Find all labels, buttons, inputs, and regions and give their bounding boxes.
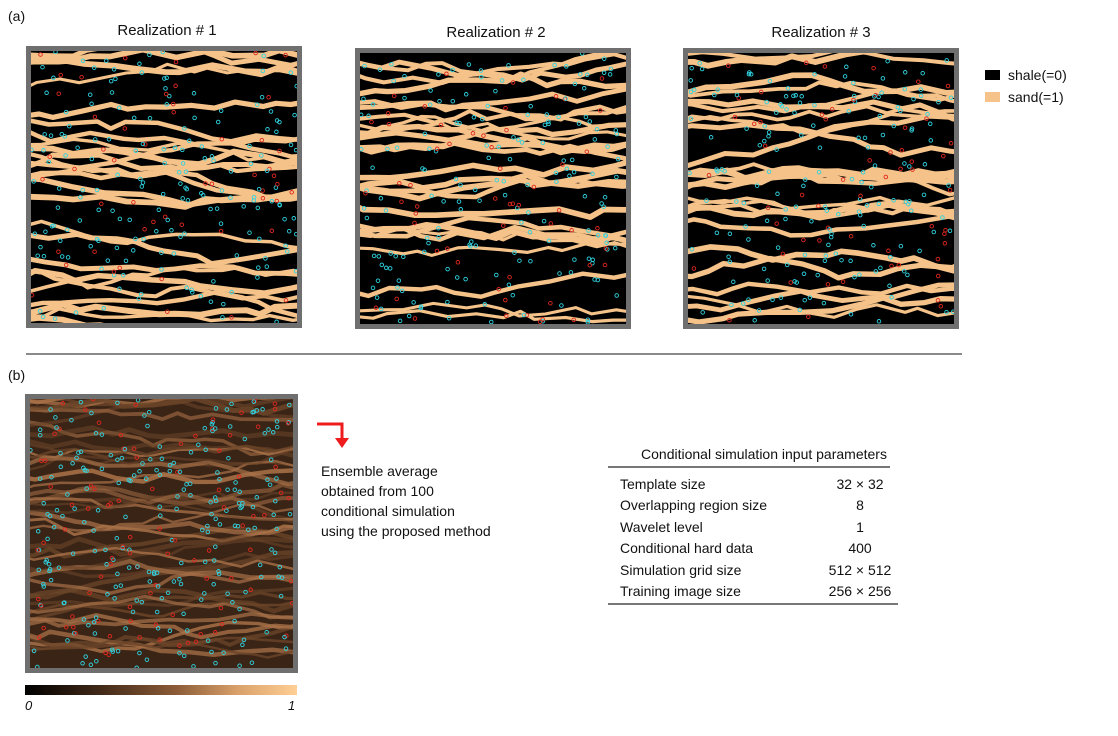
realization-1-title: Realization # 1 (29, 22, 305, 39)
parameters-table-title: Conditional simulation input parameters (614, 446, 914, 462)
table-bottom-rule (608, 603, 898, 605)
colorbar-max-label: 1 (288, 698, 295, 713)
parameter-name: Conditional hard data (608, 538, 810, 560)
legend-item-shale: shale(=0) (985, 64, 1067, 86)
panel-b-label: (b) (8, 367, 25, 383)
realization-2-title: Realization # 2 (358, 24, 634, 41)
note-line-4: using the proposed method (321, 521, 491, 541)
parameter-row: Training image size 256 × 256 (608, 581, 910, 603)
parameter-name: Simulation grid size (608, 559, 810, 581)
parameter-row: Wavelet level 1 (608, 516, 910, 538)
legend-label-shale: shale(=0) (1008, 67, 1067, 83)
note-line-1: Ensemble average (321, 461, 491, 481)
colorbar (25, 685, 297, 695)
parameter-name: Overlapping region size (608, 495, 810, 517)
parameter-value: 32 × 32 (810, 473, 910, 495)
panel-a-label: (a) (8, 8, 25, 24)
parameter-value: 1 (810, 516, 910, 538)
parameter-row: Simulation grid size 512 × 512 (608, 559, 910, 581)
parameter-value: 8 (810, 495, 910, 517)
table-top-rule (608, 466, 890, 468)
parameter-row: Overlapping region size 8 (608, 495, 910, 517)
realization-3-map (683, 48, 959, 329)
parameter-row: Template size 32 × 32 (608, 473, 910, 495)
legend: shale(=0) sand(=1) (985, 64, 1067, 108)
red-arrow-icon (315, 420, 351, 452)
sand-swatch (985, 92, 1000, 102)
realization-2-map (355, 48, 631, 329)
section-divider (26, 353, 962, 355)
ensemble-note: Ensemble average obtained from 100 condi… (321, 461, 491, 541)
note-line-3: conditional simulation (321, 501, 491, 521)
parameter-value: 256 × 256 (810, 581, 910, 603)
ensemble-average-map (25, 394, 298, 673)
parameter-name: Template size (608, 473, 810, 495)
shale-swatch (985, 70, 1000, 80)
parameter-value: 512 × 512 (810, 559, 910, 581)
parameter-value: 400 (810, 538, 910, 560)
legend-label-sand: sand(=1) (1008, 89, 1064, 105)
legend-item-sand: sand(=1) (985, 86, 1067, 108)
colorbar-min-label: 0 (25, 698, 32, 713)
realization-3-title: Realization # 3 (683, 24, 959, 41)
parameter-row: Conditional hard data 400 (608, 538, 910, 560)
note-line-2: obtained from 100 (321, 481, 491, 501)
parameter-name: Wavelet level (608, 516, 810, 538)
parameters-table: Template size 32 × 32 Overlapping region s… (608, 473, 910, 602)
realization-1-map (26, 46, 302, 328)
parameter-name: Training image size (608, 581, 810, 603)
